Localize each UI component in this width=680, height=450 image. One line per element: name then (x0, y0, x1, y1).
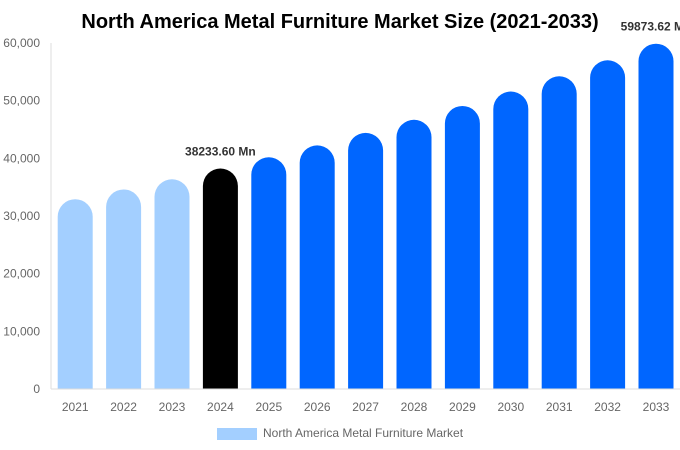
y-tick-label: 10,000 (3, 324, 40, 338)
bar-2027[interactable] (348, 132, 384, 389)
data-label-2024: 38233.60 Mn (185, 145, 256, 159)
x-tick-label: 2028 (401, 400, 428, 414)
data-labels: 38233.60 Mn 59873.62 Mn (185, 20, 680, 159)
x-tick-label: 2021 (62, 400, 89, 414)
bar-2028[interactable] (396, 119, 432, 389)
bar-2025[interactable] (251, 157, 287, 389)
bar-2032[interactable] (590, 60, 626, 389)
legend-label: North America Metal Furniture Market (263, 426, 464, 440)
x-tick-label: 2033 (643, 400, 670, 414)
bar-2033[interactable] (638, 43, 674, 389)
legend-swatch (217, 428, 257, 440)
bar-2024[interactable] (202, 168, 238, 389)
bars (57, 43, 674, 390)
x-tick-label: 2026 (304, 400, 331, 414)
bar-2021[interactable] (57, 199, 93, 389)
x-tick-label: 2024 (207, 400, 234, 414)
bar-2029[interactable] (444, 105, 480, 390)
x-tick-label: 2032 (594, 400, 621, 414)
x-tick-label: 2027 (352, 400, 379, 414)
x-tick-label: 2025 (255, 400, 282, 414)
bar-2031[interactable] (541, 76, 577, 389)
x-tick-label: 2029 (449, 400, 476, 414)
bar-2026[interactable] (299, 145, 335, 389)
data-label-2033: 59873.62 Mn (621, 20, 680, 34)
y-tick-label: 50,000 (3, 94, 40, 108)
bar-2030[interactable] (493, 91, 529, 389)
x-tick-label: 2031 (546, 400, 573, 414)
y-tick-label: 20,000 (3, 267, 40, 281)
legend[interactable]: North America Metal Furniture Market (217, 426, 464, 440)
x-axis: 2021 2022 2023 2024 2025 2026 2027 2028 2029 2030… (51, 388, 680, 414)
chart-title: North America Metal Furniture Market Siz… (81, 11, 598, 33)
y-axis: 0 10,000 20,000 30,000 40,000 50,000 60,000 (3, 36, 52, 396)
y-tick-label: 30,000 (3, 209, 40, 223)
x-tick-label: 2030 (497, 400, 524, 414)
x-tick-label: 2023 (159, 400, 186, 414)
y-tick-label: 40,000 (3, 151, 40, 165)
bar-2023[interactable] (154, 179, 190, 389)
x-tick-label: 2022 (110, 400, 137, 414)
y-tick-label: 0 (33, 382, 40, 396)
bar-2022[interactable] (106, 189, 142, 389)
y-tick-label: 60,000 (3, 36, 40, 50)
